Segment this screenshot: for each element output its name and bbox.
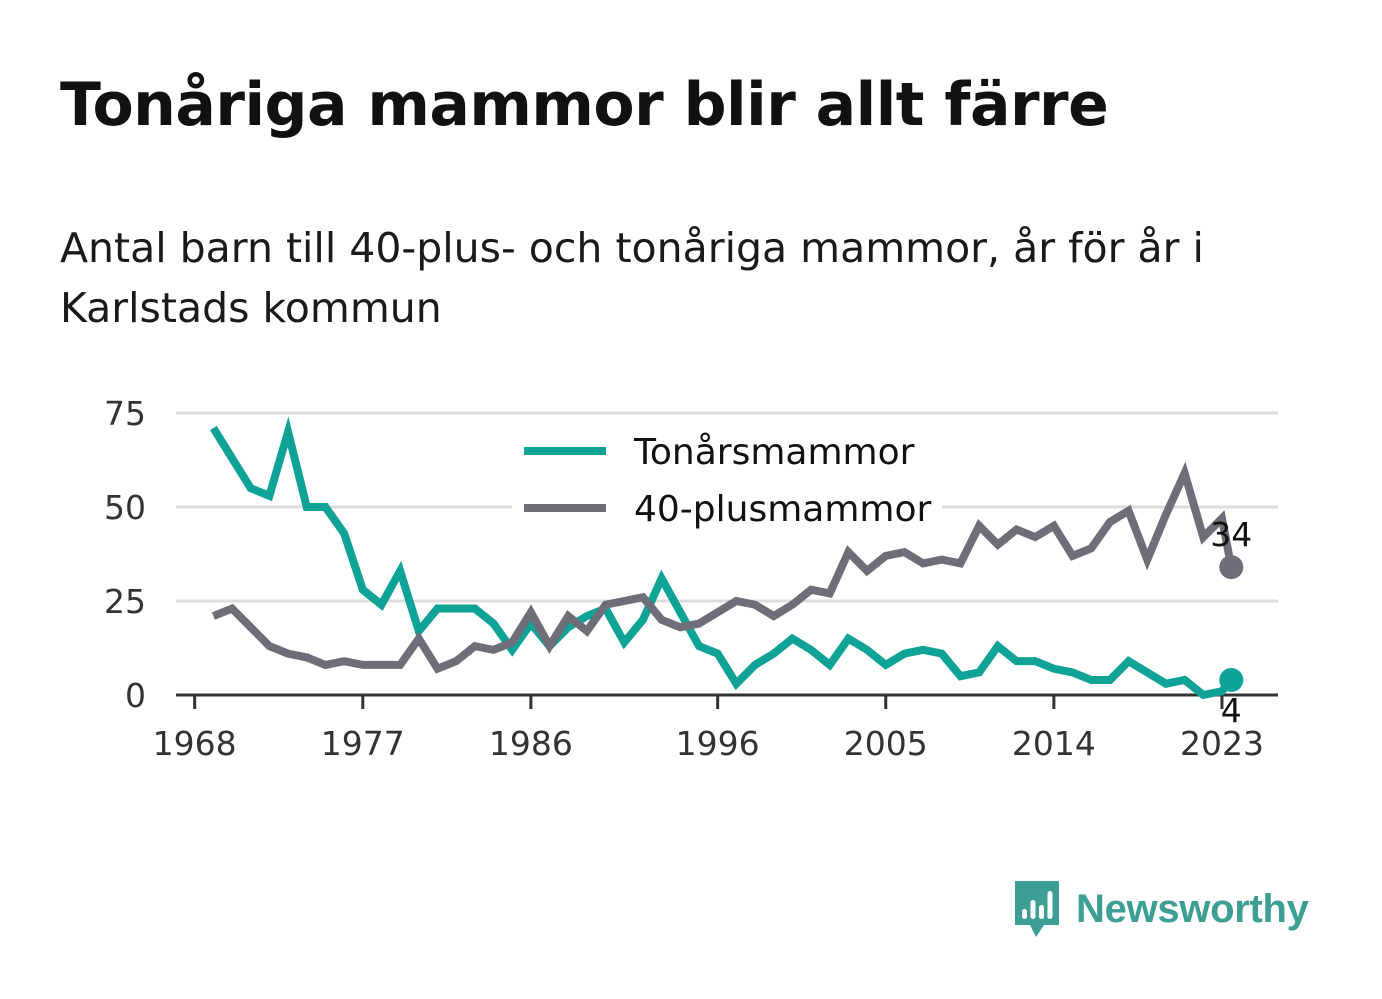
x-tick-label: 1968: [153, 724, 237, 763]
y-tick-label: 50: [104, 488, 146, 527]
newsworthy-logo: Newsworthy: [1012, 878, 1309, 940]
logo-text: Newsworthy: [1076, 887, 1309, 931]
series-lines: [209, 416, 1236, 700]
x-tick-label: 2014: [1012, 724, 1096, 763]
x-tick-label: 1977: [321, 724, 405, 763]
x-tick-label: 2023: [1180, 724, 1264, 763]
end-points: 4 34: [1210, 515, 1252, 730]
end-point-marker: [1219, 667, 1244, 692]
x-tick-label: 1986: [489, 724, 573, 763]
series-line-40-plusmammor: [211, 461, 1236, 674]
newsworthy-bar-chart-icon: [1015, 881, 1059, 937]
x-axis-ticks: 1968 1977 1986 1996 2005 2014 2023: [153, 695, 1264, 763]
x-tick-label: 2005: [844, 724, 928, 763]
y-tick-label: 75: [104, 394, 146, 433]
chart-title: Tonåriga mammor blir allt färre: [60, 70, 1109, 140]
y-tick-label: 25: [104, 582, 146, 621]
end-point-label: 4: [1221, 691, 1242, 730]
end-point-label: 34: [1210, 515, 1252, 554]
series-line-tonarsmammor: [209, 416, 1235, 700]
end-point-marker: [1219, 555, 1244, 580]
legend-label: Tonårsmammor: [633, 432, 915, 473]
legend: Tonårsmammor 40-plusmammor: [512, 426, 942, 542]
y-tick-label: 0: [125, 676, 146, 715]
legend-background: [512, 426, 942, 542]
chart-subtitle: Antal barn till 40-plus- och tonåriga ma…: [60, 224, 1204, 332]
x-tick-label: 1996: [676, 724, 760, 763]
y-axis-ticks: 0 25 50 75: [104, 394, 146, 715]
legend-label: 40-plusmammor: [634, 489, 932, 530]
